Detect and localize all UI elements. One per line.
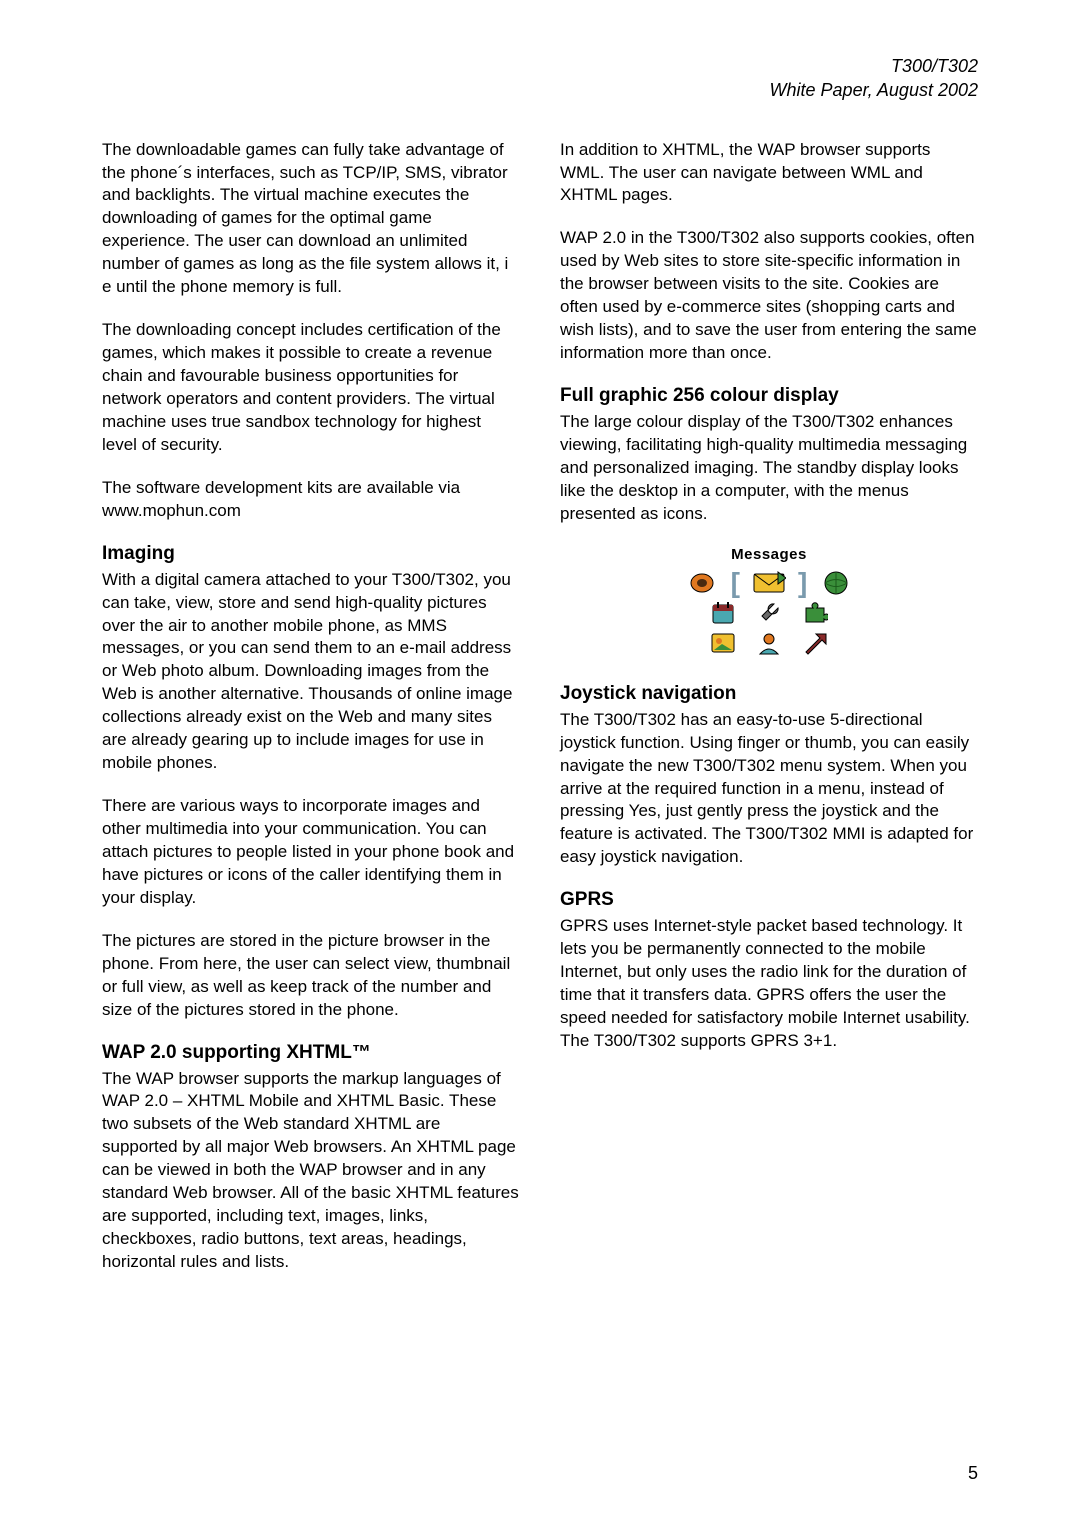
- bracket-left: [: [731, 569, 740, 597]
- phone-display-label: Messages: [560, 546, 978, 563]
- right-column: In addition to XHTML, the WAP browser su…: [560, 139, 978, 1294]
- heading-wap: WAP 2.0 supporting XHTML™: [102, 1042, 520, 1064]
- puzzle-icon: [798, 599, 832, 627]
- globe-icon: [819, 569, 853, 597]
- right-p1: In addition to XHTML, the WAP browser su…: [560, 139, 978, 208]
- right-p5: GPRS uses Internet-style packet based te…: [560, 915, 978, 1053]
- right-p4: The T300/T302 has an easy-to-use 5-direc…: [560, 709, 978, 870]
- contacts-icon: [752, 629, 786, 657]
- right-p2: WAP 2.0 in the T300/T302 also supports c…: [560, 227, 978, 365]
- heading-imaging: Imaging: [102, 543, 520, 565]
- icon-row-3: [685, 629, 854, 657]
- content-columns: The downloadable games can fully take ad…: [102, 139, 978, 1294]
- header-line-1: T300/T302: [102, 54, 978, 78]
- heading-gprs: GPRS: [560, 889, 978, 911]
- icon-row-2: [685, 599, 854, 627]
- left-p4: With a digital camera attached to your T…: [102, 569, 520, 775]
- wrench-icon: [752, 599, 786, 627]
- calendar-icon: [706, 599, 740, 627]
- heading-joystick: Joystick navigation: [560, 683, 978, 705]
- left-p6: The pictures are stored in the picture b…: [102, 930, 520, 1022]
- left-p3: The software development kits are availa…: [102, 477, 520, 523]
- envelope-icon: [752, 569, 786, 597]
- left-column: The downloadable games can fully take ad…: [102, 139, 520, 1294]
- left-p7: The WAP browser supports the markup lang…: [102, 1068, 520, 1274]
- icon-row-1: [ ]: [685, 569, 854, 597]
- record-icon: [685, 569, 719, 597]
- left-p5: There are various ways to incorporate im…: [102, 795, 520, 910]
- bracket-right: ]: [798, 569, 807, 597]
- arrow-icon: [798, 629, 832, 657]
- left-p2: The downloading concept includes certifi…: [102, 319, 520, 457]
- header-line-2: White Paper, August 2002: [102, 78, 978, 102]
- page-number: 5: [968, 1463, 978, 1484]
- phone-display-mock: Messages [ ]: [560, 546, 978, 661]
- picture-icon: [706, 629, 740, 657]
- right-p3: The large colour display of the T300/T30…: [560, 411, 978, 526]
- heading-display: Full graphic 256 colour display: [560, 385, 978, 407]
- left-p1: The downloadable games can fully take ad…: [102, 139, 520, 300]
- icon-grid: [ ]: [685, 567, 854, 659]
- page-header: T300/T302 White Paper, August 2002: [102, 54, 978, 103]
